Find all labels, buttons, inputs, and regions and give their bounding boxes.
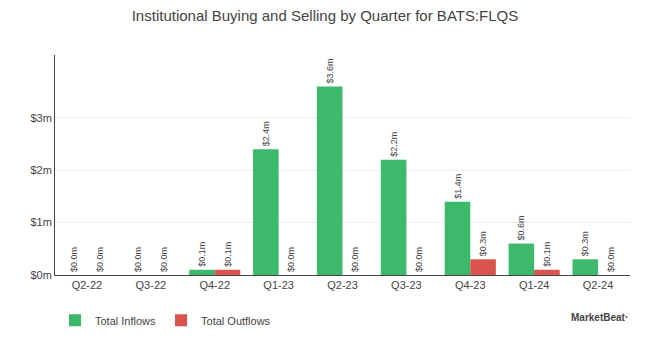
svg-text:Q4-23: Q4-23	[455, 279, 486, 291]
svg-text:$0.1m: $0.1m	[223, 242, 233, 267]
svg-text:Q2-24: Q2-24	[583, 279, 614, 291]
svg-text:Q3-23: Q3-23	[391, 279, 422, 291]
svg-text:$0.0m: $0.0m	[414, 247, 424, 272]
svg-text:$0.1m: $0.1m	[197, 242, 207, 267]
svg-text:$0.0m: $0.0m	[133, 247, 143, 272]
svg-text:Institutional Buying and Selli: Institutional Buying and Selling by Quar…	[132, 7, 519, 24]
svg-text:Q1-24: Q1-24	[519, 279, 550, 291]
svg-text:$0.3m: $0.3m	[478, 231, 488, 256]
svg-text:$0.0m: $0.0m	[159, 247, 169, 272]
svg-text:$1m: $1m	[30, 216, 51, 228]
svg-text:Q1-23: Q1-23	[263, 279, 294, 291]
svg-text:Q3-22: Q3-22	[136, 279, 167, 291]
svg-text:Total Outflows: Total Outflows	[201, 315, 271, 327]
svg-text:$0.3m: $0.3m	[580, 231, 590, 256]
svg-text:$1.4m: $1.4m	[453, 174, 463, 199]
svg-text:$0.0m: $0.0m	[606, 247, 616, 272]
svg-text:$0.1m: $0.1m	[542, 242, 552, 267]
svg-text:$3.6m: $3.6m	[325, 58, 335, 83]
svg-text:$2m: $2m	[30, 164, 51, 176]
svg-text:Total Inflows: Total Inflows	[95, 315, 156, 327]
svg-text:$0.6m: $0.6m	[516, 216, 526, 241]
svg-text:$0.0m: $0.0m	[286, 247, 296, 272]
svg-text:$0m: $0m	[30, 269, 51, 281]
svg-text:Q2-22: Q2-22	[72, 279, 103, 291]
svg-text:$2.4m: $2.4m	[261, 121, 271, 146]
svg-text:$0.0m: $0.0m	[69, 247, 79, 272]
svg-text:Q4-22: Q4-22	[199, 279, 230, 291]
svg-text:$3m: $3m	[30, 112, 51, 124]
svg-text:$0.0m: $0.0m	[95, 247, 105, 272]
svg-text:$2.2m: $2.2m	[389, 132, 399, 157]
svg-text:MarketBeat·: MarketBeat·	[571, 312, 628, 323]
svg-text:Q2-23: Q2-23	[327, 279, 358, 291]
svg-text:$0.0m: $0.0m	[350, 247, 360, 272]
